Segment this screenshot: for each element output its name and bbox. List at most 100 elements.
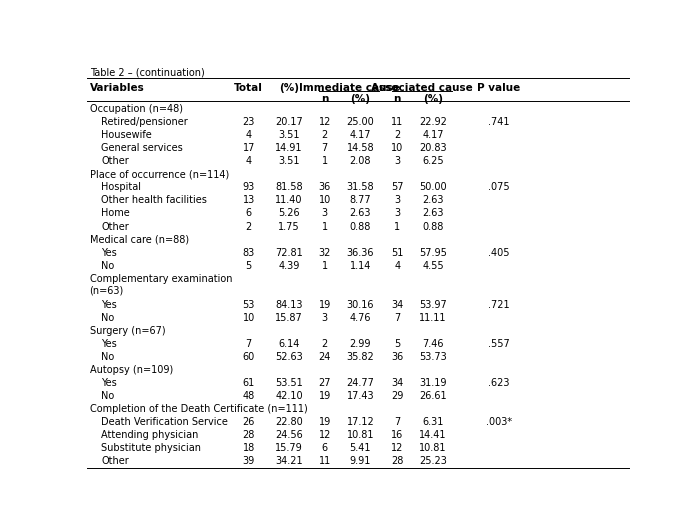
Text: 2.63: 2.63: [350, 208, 371, 218]
Text: 27: 27: [319, 378, 331, 388]
Text: 6.25: 6.25: [422, 157, 444, 166]
Text: (%): (%): [279, 83, 299, 93]
Text: 12: 12: [319, 430, 331, 440]
Text: 7: 7: [394, 313, 401, 323]
Text: 6: 6: [322, 443, 328, 453]
Text: Occupation (n=48): Occupation (n=48): [89, 104, 182, 114]
Text: 36.36: 36.36: [347, 248, 374, 258]
Text: Yes: Yes: [101, 378, 117, 388]
Text: 4.39: 4.39: [278, 261, 300, 271]
Text: 0.88: 0.88: [422, 222, 444, 232]
Text: .003*: .003*: [486, 417, 512, 427]
Text: 5: 5: [394, 339, 401, 349]
Text: Hospital: Hospital: [101, 183, 141, 193]
Text: n: n: [321, 94, 329, 104]
Text: P value: P value: [477, 83, 521, 93]
Text: 19: 19: [319, 300, 331, 310]
Text: 53.97: 53.97: [419, 300, 447, 310]
Text: 4.17: 4.17: [350, 130, 371, 140]
Text: 28: 28: [243, 430, 255, 440]
Text: 24.56: 24.56: [275, 430, 303, 440]
Text: Attending physician: Attending physician: [101, 430, 199, 440]
Text: Complementary examination
(n=63): Complementary examination (n=63): [89, 273, 232, 296]
Text: 2: 2: [322, 130, 328, 140]
Text: 81.58: 81.58: [275, 183, 303, 193]
Text: Death Verification Service: Death Verification Service: [101, 417, 229, 427]
Text: 48: 48: [243, 391, 255, 401]
Text: 2: 2: [322, 339, 328, 349]
Text: 11.40: 11.40: [275, 195, 303, 205]
Text: 26: 26: [243, 417, 255, 427]
Text: 23: 23: [243, 117, 255, 127]
Text: 12: 12: [391, 443, 403, 453]
Text: 14.91: 14.91: [275, 143, 303, 153]
Text: 12: 12: [319, 117, 331, 127]
Text: 52.63: 52.63: [275, 352, 303, 362]
Text: Other health facilities: Other health facilities: [101, 195, 208, 205]
Text: 4.55: 4.55: [422, 261, 444, 271]
Text: Table 2 – (continuation): Table 2 – (continuation): [89, 68, 204, 78]
Text: 8.77: 8.77: [350, 195, 371, 205]
Text: 3.51: 3.51: [278, 157, 300, 166]
Text: .623: .623: [489, 378, 510, 388]
Text: n: n: [394, 94, 401, 104]
Text: Autopsy (n=109): Autopsy (n=109): [89, 365, 173, 375]
Text: No: No: [101, 313, 115, 323]
Text: 17.43: 17.43: [347, 391, 374, 401]
Text: 18: 18: [243, 443, 255, 453]
Text: 24: 24: [319, 352, 331, 362]
Text: Substitute physician: Substitute physician: [101, 443, 201, 453]
Text: 7.46: 7.46: [422, 339, 444, 349]
Text: 25.00: 25.00: [347, 117, 374, 127]
Text: 57.95: 57.95: [419, 248, 447, 258]
Text: 2: 2: [245, 222, 252, 232]
Text: 32: 32: [319, 248, 331, 258]
Text: 84.13: 84.13: [275, 300, 303, 310]
Text: 2.08: 2.08: [350, 157, 371, 166]
Text: 29: 29: [391, 391, 403, 401]
Text: 31.19: 31.19: [419, 378, 447, 388]
Text: 0.88: 0.88: [350, 222, 371, 232]
Text: 3: 3: [322, 313, 328, 323]
Text: 13: 13: [243, 195, 255, 205]
Text: .405: .405: [489, 248, 510, 258]
Text: 34: 34: [391, 378, 403, 388]
Text: 7: 7: [394, 417, 401, 427]
Text: Other: Other: [101, 222, 129, 232]
Text: .557: .557: [488, 339, 510, 349]
Text: 26.61: 26.61: [419, 391, 447, 401]
Text: 39: 39: [243, 456, 255, 466]
Text: 2.63: 2.63: [422, 195, 444, 205]
Text: 19: 19: [319, 417, 331, 427]
Text: Housewife: Housewife: [101, 130, 152, 140]
Text: .741: .741: [489, 117, 510, 127]
Text: 1.75: 1.75: [278, 222, 300, 232]
Text: Total: Total: [234, 83, 264, 93]
Text: 5.41: 5.41: [350, 443, 371, 453]
Text: 1: 1: [322, 222, 328, 232]
Text: 6: 6: [246, 208, 252, 218]
Text: 11: 11: [391, 117, 403, 127]
Text: 10: 10: [243, 313, 255, 323]
Text: 3.51: 3.51: [278, 130, 300, 140]
Text: 15.79: 15.79: [275, 443, 303, 453]
Text: .721: .721: [489, 300, 510, 310]
Text: General services: General services: [101, 143, 183, 153]
Text: 28: 28: [391, 456, 403, 466]
Text: .075: .075: [489, 183, 510, 193]
Text: 19: 19: [319, 391, 331, 401]
Text: 17: 17: [243, 143, 255, 153]
Text: 3: 3: [322, 208, 328, 218]
Text: 11: 11: [319, 456, 331, 466]
Text: 10.81: 10.81: [347, 430, 374, 440]
Text: 10: 10: [391, 143, 403, 153]
Text: 36: 36: [319, 183, 331, 193]
Text: No: No: [101, 352, 115, 362]
Text: 2: 2: [394, 130, 401, 140]
Text: 1: 1: [322, 157, 328, 166]
Text: 15.87: 15.87: [275, 313, 303, 323]
Text: Associated cause: Associated cause: [371, 83, 473, 93]
Text: 3: 3: [394, 208, 401, 218]
Text: 51: 51: [391, 248, 403, 258]
Text: 7: 7: [245, 339, 252, 349]
